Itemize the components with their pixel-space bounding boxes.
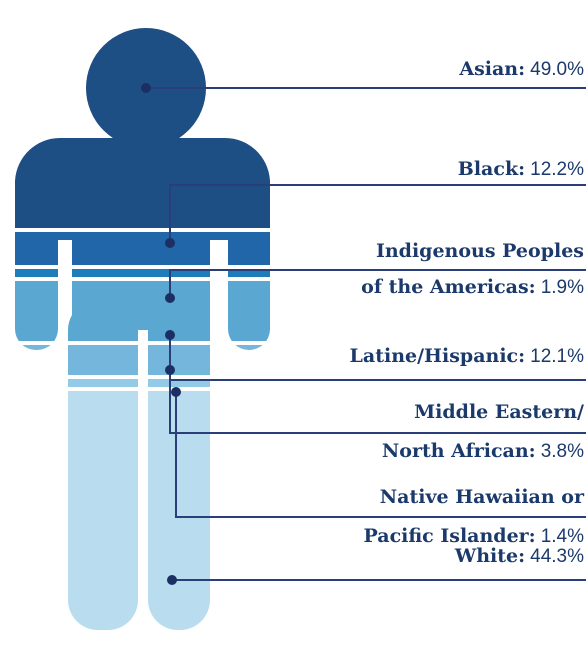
figure-band — [15, 232, 270, 265]
marker-dot — [141, 83, 151, 93]
category-name: of the Americas: — [361, 276, 536, 298]
marker-dot — [165, 293, 175, 303]
marker-dot — [171, 387, 181, 397]
category-name: Asian: — [458, 58, 525, 80]
figure-band — [15, 138, 270, 228]
category-name: Indigenous Peoples — [376, 240, 584, 262]
category-label: White: 44.3% — [454, 545, 584, 567]
value-label: 49.0% — [530, 59, 584, 80]
value-label: 12.2% — [530, 159, 584, 180]
category-name: Middle Eastern/ — [414, 401, 584, 423]
category-label: Native Hawaiian or — [380, 486, 585, 508]
leader-line — [169, 370, 586, 434]
category-label: Pacific Islander: 1.4% — [363, 525, 584, 547]
category-label: of the Americas: 1.9% — [361, 276, 584, 298]
category-label: Black: 12.2% — [458, 158, 584, 180]
category-name: Pacific Islander: — [363, 525, 535, 547]
leader-line — [175, 392, 586, 518]
value-label: 1.4% — [541, 526, 584, 547]
marker-dot — [165, 365, 175, 375]
figure-band — [15, 391, 270, 630]
figure — [15, 138, 270, 630]
category-name: Black: — [458, 158, 525, 180]
category-name: North African: — [382, 440, 536, 462]
category-label: Latine/Hispanic: 12.1% — [350, 345, 585, 367]
category-label: Middle Eastern/ — [414, 401, 584, 423]
category-name: Native Hawaiian or — [380, 486, 585, 508]
category-label: Indigenous Peoples — [376, 240, 584, 262]
figure-band — [15, 345, 270, 375]
leader-line — [169, 184, 586, 243]
category-name: White: — [454, 545, 525, 567]
value-label: 12.1% — [530, 346, 584, 367]
category-label: Asian: 49.0% — [458, 58, 584, 80]
leader-line — [169, 269, 586, 298]
marker-dot — [165, 330, 175, 340]
value-label: 1.9% — [541, 277, 584, 298]
value-label: 44.3% — [530, 546, 584, 567]
category-name: Latine/Hispanic: — [350, 345, 526, 367]
marker-dot — [165, 238, 175, 248]
value-label: 3.8% — [541, 441, 584, 462]
figure-band — [15, 281, 270, 341]
marker-dot — [167, 575, 177, 585]
figure-band — [15, 269, 270, 277]
category-label: North African: 3.8% — [382, 440, 584, 462]
